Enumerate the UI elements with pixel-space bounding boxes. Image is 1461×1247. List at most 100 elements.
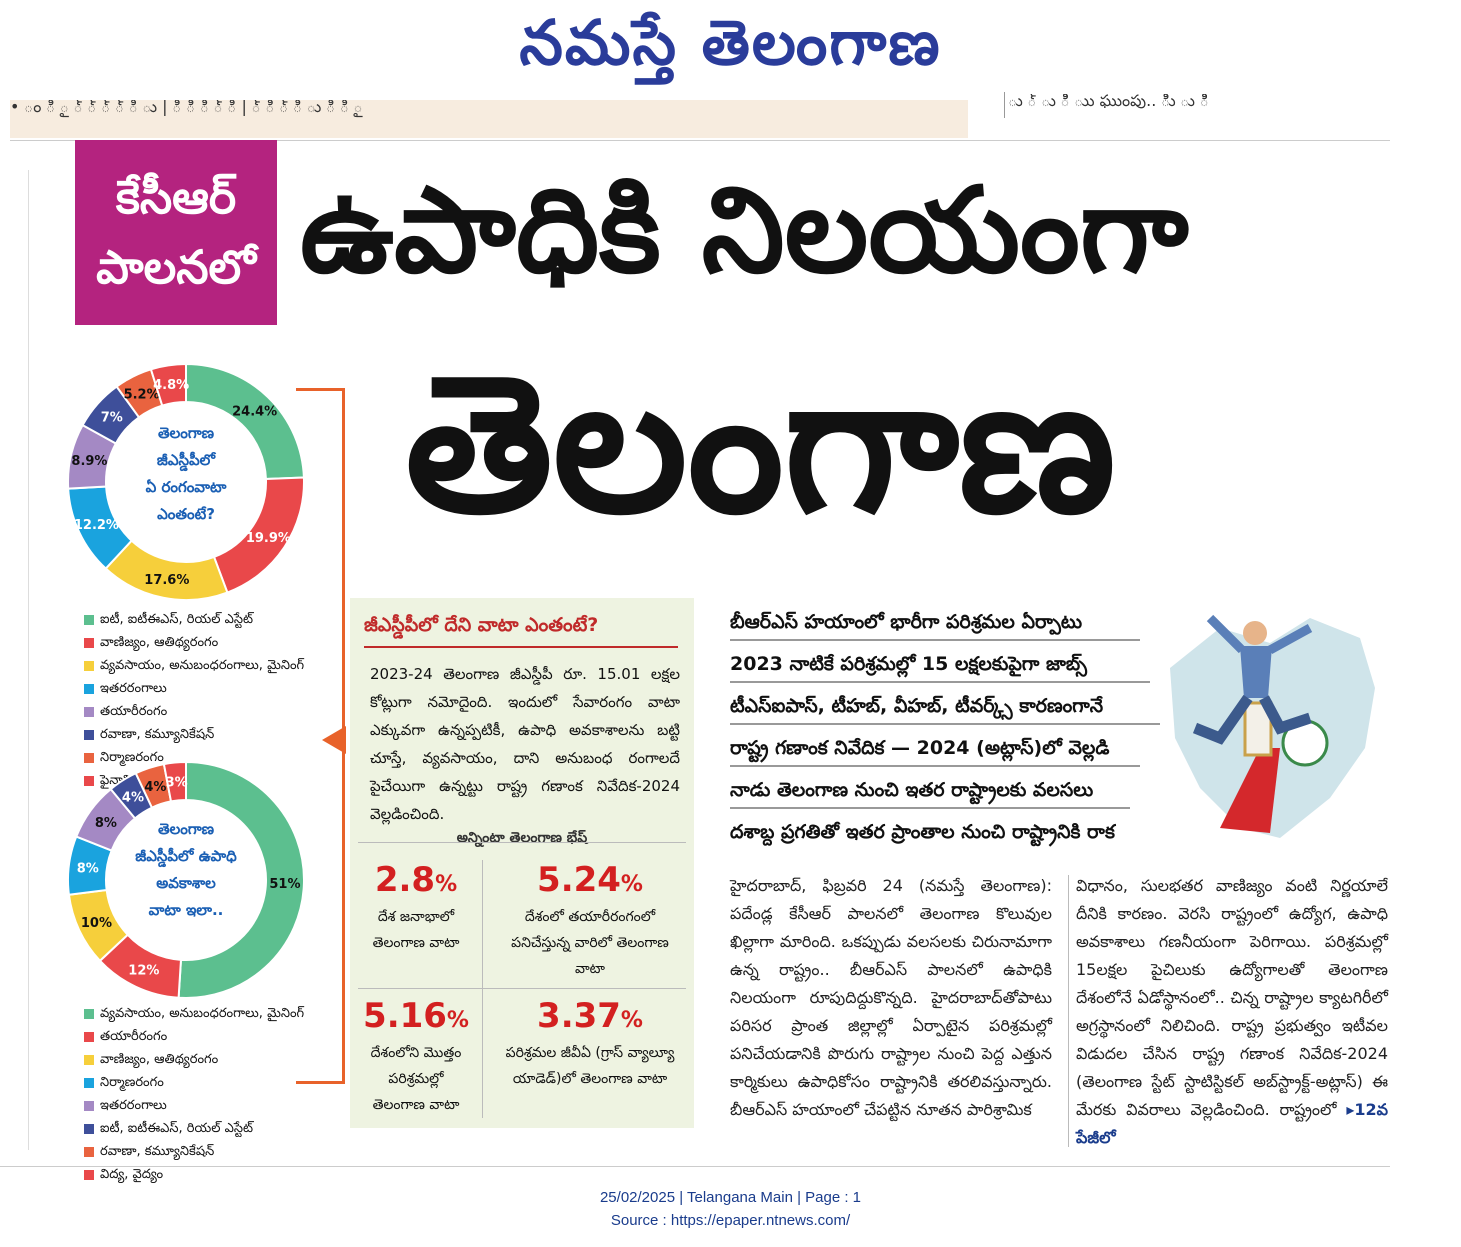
left-rule xyxy=(28,170,29,1150)
donut2-center-line: వాటా ఇలా.. xyxy=(148,901,224,919)
legend-item: విద్య, వైద్యం xyxy=(84,1163,304,1186)
legend-swatch xyxy=(84,683,94,694)
donut1-center-line: తెలంగాణ xyxy=(157,424,215,442)
legend-swatch xyxy=(84,637,94,648)
donut1-center-line: ఎంతంటే? xyxy=(157,505,215,523)
highlight-rule xyxy=(730,807,1130,809)
strip-divider xyxy=(1004,92,1005,118)
legend-swatch xyxy=(84,706,94,717)
footer: 25/02/2025 | Telangana Main | Page : 1 S… xyxy=(0,1186,1461,1232)
legend-swatch xyxy=(84,752,94,763)
stat-value: 5.24% xyxy=(490,860,690,900)
legend-swatch xyxy=(84,1077,94,1088)
donut1-center-line: జీఎస్డీపీలో xyxy=(156,451,216,469)
article-column-2: విధానం, సులభతర వాణిజ్యం వంటి నిర్ణయాలే ద… xyxy=(1076,872,1388,1152)
stat-value: 2.8% xyxy=(350,860,482,900)
stat-percent: % xyxy=(446,1008,469,1033)
legend-item: నిర్మాణరంగం xyxy=(84,1071,304,1094)
jumping-man-illustration xyxy=(1170,614,1375,838)
article-column-1: హైదరాబాద్, ఫిబ్రవరి 24 (నమస్తే తెలంగాణ):… xyxy=(730,876,1052,1119)
legend-label: వ్యవసాయం, అనుబంధరంగాలు, మైనింగ్ xyxy=(100,658,305,673)
box-subtitle-rule xyxy=(358,842,686,843)
stats-divider-horizontal xyxy=(358,988,686,989)
legend-label: రవాణా, కమ్యూనికేషన్ xyxy=(100,727,215,742)
donut-slice-label: 17.6% xyxy=(144,573,189,588)
donut2-legend: వ్యవసాయం, అనుబంధరంగాలు, మైనింగ్ తయారీరంగం… xyxy=(84,1002,304,1186)
donut-slice-label: 24.4% xyxy=(232,405,277,420)
legend-label: ఇతరరంగాలు xyxy=(100,1098,167,1113)
headline-line2: తెలంగాణ xyxy=(405,334,1116,555)
highlight-rule xyxy=(730,639,1140,641)
top-strip-right: ు ్ ు ిి ుు ఘుంపు.. ిిు ు ిి xyxy=(1008,94,1209,110)
legend-label: నిర్మాణరంగం xyxy=(100,1075,164,1090)
man-body-shape xyxy=(1240,646,1272,698)
donut-slice-label: 3% xyxy=(166,775,188,790)
article-column-2-text: విధానం, సులభతర వాణిజ్యం వంటి నిర్ణయాలే ద… xyxy=(1076,876,1388,1119)
legend-swatch xyxy=(84,1054,94,1065)
legend-swatch xyxy=(84,1123,94,1134)
donut-slice-label: 8% xyxy=(77,862,99,877)
callout-arrow-icon xyxy=(322,726,346,754)
legend-label: ఇతరరంగాలు xyxy=(100,681,167,696)
employment-share-donut: 51%12%10%8%8%4%4% 3% xyxy=(67,760,305,999)
legend-label: రవాణా, కమ్యూనికేషన్ xyxy=(100,1144,215,1159)
legend-label: వాణిజ్యం, ఆతిథ్యరంగం xyxy=(100,1052,219,1067)
gsdp-info-box: జీఎస్డీపీలో దేని వాటా ఎంతంటే? 2023-24 తె… xyxy=(350,598,694,1128)
legend-swatch xyxy=(84,1146,94,1157)
donut-slice-label: 8.9% xyxy=(71,454,107,469)
legend-swatch xyxy=(84,614,94,625)
donut-slice-label: 4.8% xyxy=(153,378,189,393)
legend-item: వాణిజ్యం, ఆతిథ్యరంగం xyxy=(84,631,304,654)
legend-item: వాణిజ్యం, ఆతిథ్యరంగం xyxy=(84,1048,304,1071)
section-tag: కేసీఆర్ పాలనలో xyxy=(75,140,277,325)
donut-slice-label: 8% xyxy=(95,816,117,831)
legend-item: నిర్మాణరంగం xyxy=(84,746,304,769)
legend-swatch xyxy=(84,660,94,671)
donut-slice-label: 12% xyxy=(128,964,159,979)
donut2-center-line: తెలంగాణ xyxy=(157,820,215,838)
stat-text: దేశంలోని మొత్తం పరిశ్రమల్లో తెలంగాణ వాటా xyxy=(370,1045,462,1113)
box-text: 2023-24 తెలంగాణ జీఎస్డీపీ రూ. 15.01 లక్ష… xyxy=(370,665,680,823)
legend-label: తయారీరంగం xyxy=(100,704,168,719)
highlight-item: బీఆర్ఎస్ హయాంలో భారీగా పరిశ్రమల ఏర్పాటు xyxy=(730,611,1083,633)
legend-label: విద్య, వైద్యం xyxy=(100,1167,164,1182)
box-title: జీఎస్డీపీలో దేని వాటా ఎంతంటే? xyxy=(364,614,599,636)
column-divider xyxy=(1068,875,1069,1147)
donut2-center-line: అవకాశాల xyxy=(156,874,216,892)
donut-slice-label: 51% xyxy=(269,877,300,892)
legend-label: ఐటీ, ఐటీఈఎస్, రియల్ ఎస్టేట్ xyxy=(100,612,253,627)
highlight-rule xyxy=(730,765,1140,767)
legend-item: తయారీరంగం xyxy=(84,700,304,723)
legend-label: నిర్మాణరంగం xyxy=(100,750,164,765)
man-legs-shape xyxy=(1192,694,1312,745)
section-tag-line1: కేసీఆర్ xyxy=(115,170,237,224)
donut-slice-label: 10% xyxy=(81,916,112,931)
top-rule xyxy=(10,140,1390,141)
footer-date-edition: 25/02/2025 | Telangana Main | Page : 1 xyxy=(599,1189,862,1206)
stat-value: 3.37% xyxy=(490,996,690,1036)
footer-rule xyxy=(0,1166,1390,1167)
donut-slice-label: 5.2% xyxy=(124,388,160,403)
legend-swatch xyxy=(84,729,94,740)
highlight-item: నాడు తెలంగాణ నుంచి ఇతర రాష్ట్రాలకు వలసలు xyxy=(730,779,1094,801)
legend-item: ఇతరరంగాలు xyxy=(84,1094,304,1117)
stat-percent: % xyxy=(435,872,458,897)
legend-swatch xyxy=(84,1100,94,1111)
legend-swatch xyxy=(84,775,94,786)
legend-label: ఐటీ, ఐటీఈఎస్, రియల్ ఎస్టేట్ xyxy=(100,1121,253,1136)
donut-slice-label: 4% xyxy=(122,790,144,805)
continued-link[interactable]: ▸12వ పేజీలో xyxy=(1076,1100,1388,1147)
gsdp-share-donut: 24.4% 19.9% 17.6% 12.2% 8.9% 7%5.2%4.8% xyxy=(67,362,305,601)
section-tag-line2: పాలనలో xyxy=(96,240,256,294)
stat-text: దేశంలో తయారీరంగంలో పనిచేస్తున్న వారిలో త… xyxy=(511,909,669,977)
highlight-rule xyxy=(730,681,1150,683)
legend-swatch xyxy=(84,1008,94,1019)
legend-label: తయారీరంగం xyxy=(100,1029,168,1044)
top-strip-text: • ం ి ౖ ్ ్ ్ ్ ి ు | ి ి ి ్ ి | ్ ి ్ … xyxy=(10,100,363,116)
stat-number: 2.8 xyxy=(374,860,436,900)
stats-divider-vertical xyxy=(482,860,483,1118)
legend-item: వ్యవసాయం, అనుబంధరంగాలు, మైనింగ్ xyxy=(84,654,304,677)
donut-slice-label: 12.2% xyxy=(74,518,119,533)
stat-number: 5.16 xyxy=(363,996,447,1036)
donut-slice xyxy=(177,760,305,999)
